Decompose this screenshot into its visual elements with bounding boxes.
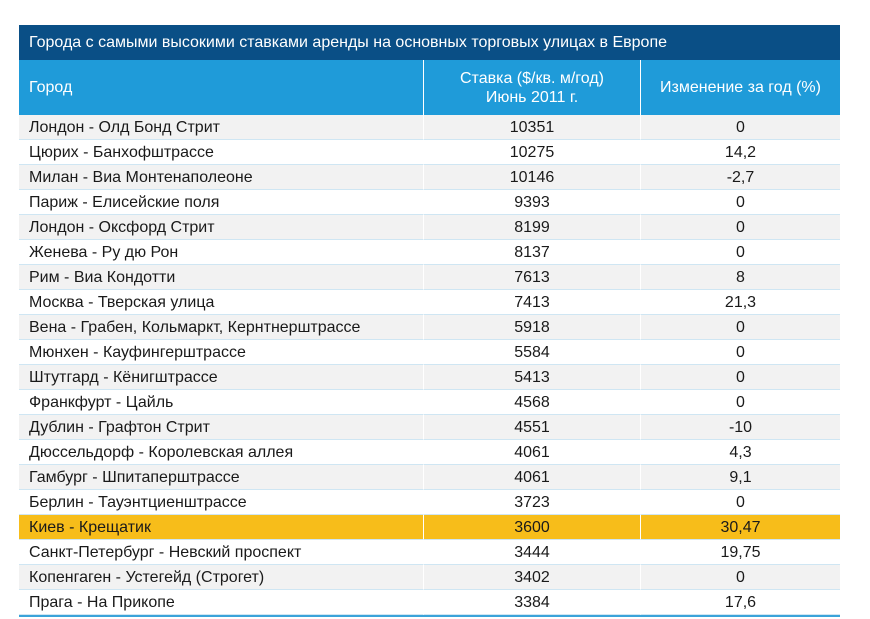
table-row: Мюнхен - Кауфингерштрассе 5584 0 (19, 340, 840, 365)
table-row: Гамбург - Шпитаперштрассе 4061 9,1 (19, 465, 840, 490)
header-city: Город (29, 78, 73, 96)
table-row: Рим - Виа Кондотти 7613 8 (19, 265, 840, 290)
cell-city: Москва - Тверская улица (19, 290, 423, 315)
cell-change: 9,1 (640, 465, 840, 490)
cell-rate: 10146 (423, 165, 640, 190)
cell-change: 0 (640, 365, 840, 390)
cell-rate: 9393 (423, 190, 640, 215)
cell-rate: 3723 (423, 490, 640, 515)
table-row: Дублин - Графтон Стрит 4551 -10 (19, 415, 840, 440)
cell-rate: 8199 (423, 215, 640, 240)
cell-city: Лондон - Оксфорд Стрит (19, 215, 423, 240)
cell-city: Вена - Грабен, Кольмаркт, Кернтнерштрасс… (19, 315, 423, 340)
table-row: Берлин - Тауэнтциенштрассе 3723 0 (19, 490, 840, 515)
cell-city: Дюссельдорф - Королевская аллея (19, 440, 423, 465)
table-row: Лондон - Олд Бонд Стрит 10351 0 (19, 115, 840, 140)
cell-city: Милан - Виа Монтенаполеоне (19, 165, 423, 190)
cell-change: 0 (640, 315, 840, 340)
cell-rate: 5584 (423, 340, 640, 365)
cell-change: 0 (640, 190, 840, 215)
cell-city: Женева - Ру дю Рон (19, 240, 423, 265)
table-body: Лондон - Олд Бонд Стрит 10351 0 Цюрих - Бан… (19, 115, 840, 615)
table-row: Прага - На Прикопе 3384 17,6 (19, 590, 840, 615)
cell-change: 0 (640, 565, 840, 590)
cell-change: 0 (640, 215, 840, 240)
cell-city: Рим - Виа Кондотти (19, 265, 423, 290)
cell-city: Киев - Крещатик (19, 515, 423, 540)
cell-city: Прага - На Прикопе (19, 590, 423, 615)
cell-city: Франкфурт - Цайль (19, 390, 423, 415)
cell-city: Штутгард - Кёнигштрассе (19, 365, 423, 390)
table-row: Лондон - Оксфорд Стрит 8199 0 (19, 215, 840, 240)
table-row: Франкфурт - Цайль 4568 0 (19, 390, 840, 415)
cell-rate: 5918 (423, 315, 640, 340)
cell-rate: 4061 (423, 440, 640, 465)
table-header: Город Ставка ($/кв. м/год) Июнь 2011 г. … (19, 60, 840, 115)
cell-change: 0 (640, 490, 840, 515)
cell-rate: 3600 (423, 515, 640, 540)
cell-rate: 8137 (423, 240, 640, 265)
table-row: Штутгард - Кёнигштрассе 5413 0 (19, 365, 840, 390)
cell-change: -2,7 (640, 165, 840, 190)
header-rate-line1: Ставка ($/кв. м/год) (460, 69, 604, 87)
table-row: Москва - Тверская улица 7413 21,3 (19, 290, 840, 315)
table-title: Города с самыми высокими ставками аренды… (19, 25, 840, 60)
cell-city: Санкт-Петербург - Невский проспект (19, 540, 423, 565)
cell-change: 0 (640, 340, 840, 365)
cell-rate: 10351 (423, 115, 640, 140)
cell-city: Лондон - Олд Бонд Стрит (19, 115, 423, 140)
table-row: Дюссельдорф - Королевская аллея 4061 4,3 (19, 440, 840, 465)
header-rate: Ставка ($/кв. м/год) Июнь 2011 г. (423, 60, 640, 115)
cell-change: 0 (640, 390, 840, 415)
cell-city: Берлин - Тауэнтциенштрассе (19, 490, 423, 515)
cell-change: 17,6 (640, 590, 840, 615)
rent-table: Города с самыми высокими ставками аренды… (19, 25, 840, 617)
cell-city: Дублин - Графтон Стрит (19, 415, 423, 440)
cell-change: 8 (640, 265, 840, 290)
table-row: Вена - Грабен, Кольмаркт, Кернтнерштрасс… (19, 315, 840, 340)
cell-change: 21,3 (640, 290, 840, 315)
table-row: Киев - Крещатик 3600 30,47 (19, 515, 840, 540)
table-row: Милан - Виа Монтенаполеоне 10146 -2,7 (19, 165, 840, 190)
cell-rate: 3444 (423, 540, 640, 565)
cell-change: 30,47 (640, 515, 840, 540)
cell-city: Гамбург - Шпитаперштрассе (19, 465, 423, 490)
cell-rate: 7413 (423, 290, 640, 315)
cell-city: Париж - Елисейские поля (19, 190, 423, 215)
table-bottom-border (19, 615, 840, 617)
cell-change: 14,2 (640, 140, 840, 165)
cell-rate: 4568 (423, 390, 640, 415)
table-row: Париж - Елисейские поля 9393 0 (19, 190, 840, 215)
cell-city: Мюнхен - Кауфингерштрассе (19, 340, 423, 365)
cell-city: Копенгаген - Устегейд (Строгет) (19, 565, 423, 590)
cell-rate: 3384 (423, 590, 640, 615)
cell-rate: 7613 (423, 265, 640, 290)
cell-rate: 5413 (423, 365, 640, 390)
cell-rate: 3402 (423, 565, 640, 590)
cell-change: 0 (640, 115, 840, 140)
table-row: Цюрих - Банхофштрассе 10275 14,2 (19, 140, 840, 165)
table-row: Санкт-Петербург - Невский проспект 3444 19… (19, 540, 840, 565)
cell-rate: 4551 (423, 415, 640, 440)
cell-city: Цюрих - Банхофштрассе (19, 140, 423, 165)
cell-change: 19,75 (640, 540, 840, 565)
header-rate-line2: Июнь 2011 г. (485, 88, 579, 106)
cell-change: -10 (640, 415, 840, 440)
table-row: Женева - Ру дю Рон 8137 0 (19, 240, 840, 265)
cell-rate: 10275 (423, 140, 640, 165)
table-row: Копенгаген - Устегейд (Строгет) 3402 0 (19, 565, 840, 590)
header-change: Изменение за год (%) (640, 60, 840, 115)
cell-change: 0 (640, 240, 840, 265)
cell-change: 4,3 (640, 440, 840, 465)
cell-rate: 4061 (423, 465, 640, 490)
